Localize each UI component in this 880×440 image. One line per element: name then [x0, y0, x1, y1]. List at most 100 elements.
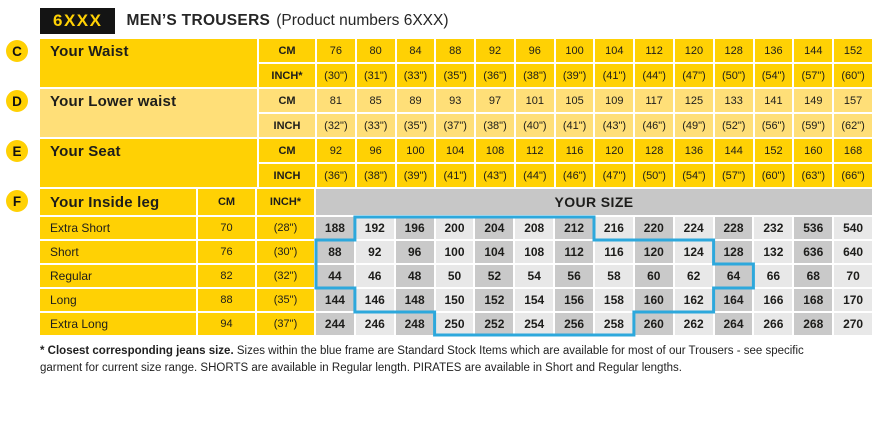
measure-value: 117 [635, 89, 674, 112]
measure-value: (39") [555, 64, 594, 87]
size-value: 44 [316, 265, 354, 287]
size-value: 92 [355, 241, 394, 263]
size-value: 196 [395, 217, 434, 239]
title-subtitle: (Product numbers 6XXX) [276, 12, 449, 29]
leg-inch-value: (35") [257, 289, 314, 311]
size-value: 164 [714, 289, 753, 311]
measure-value: 88 [436, 39, 475, 62]
leg-inch-value: (28") [257, 217, 314, 239]
measure-value: (46") [635, 114, 674, 137]
measure-value: (35") [436, 64, 475, 87]
size-value: 120 [634, 241, 673, 263]
size-value: 260 [634, 313, 673, 335]
measure-value: 116 [555, 139, 594, 162]
size-value: 66 [754, 265, 793, 287]
size-value: 264 [714, 313, 753, 335]
measure-value: 96 [515, 39, 554, 62]
size-value: 216 [595, 217, 633, 239]
size-value: 88 [316, 241, 354, 263]
measure-value: 141 [754, 89, 793, 112]
size-value: 262 [674, 313, 713, 335]
measure-value: 100 [555, 39, 594, 62]
row-badge-c: C [6, 40, 28, 62]
measure-value: (36") [476, 64, 514, 87]
size-value: 68 [794, 265, 833, 287]
size-value: 200 [435, 217, 474, 239]
size-value: 96 [395, 241, 434, 263]
measure-value: (44") [515, 164, 554, 187]
measure-value: 136 [675, 139, 713, 162]
size-value: 212 [555, 217, 594, 239]
section-rows-c: CM 76 80 84 88 92 96 100 104 112 120 128 136 144 152 IN… [259, 39, 872, 87]
size-value: 254 [515, 313, 554, 335]
measure-value: (36") [317, 164, 355, 187]
row-badge-f: F [6, 190, 28, 212]
unit-label: INCH [259, 164, 315, 187]
size-value: 162 [674, 289, 713, 311]
leg-cm-value: 76 [198, 241, 255, 263]
leg-length-label: Extra Short [40, 217, 196, 239]
measure-row: CM 92 96 100 104 108 112 116 120 128 136 144 152 160 1… [259, 139, 872, 162]
size-value: 46 [355, 265, 394, 287]
size-value: 204 [475, 217, 514, 239]
size-value: 258 [595, 313, 633, 335]
leg-length-label: Long [40, 289, 196, 311]
measure-value: 81 [317, 89, 355, 112]
measure-value: (30") [317, 64, 355, 87]
leg-inch-value: (30") [257, 241, 314, 263]
row-badge-d: D [6, 90, 28, 112]
size-value: 124 [674, 241, 713, 263]
measure-value: 136 [754, 39, 793, 62]
size-value: 270 [834, 313, 873, 335]
measure-value: (41") [595, 64, 634, 87]
measure-row: INCH (32") (33") (35") (37") (38") (40") (41")(… [259, 114, 872, 137]
size-value: 56 [555, 265, 594, 287]
inside-leg-row: Long 88 (35") 144 146 148 150 152 154 156 158 160 16… [40, 289, 873, 311]
measure-value: (43") [476, 164, 514, 187]
measure-value: (40") [515, 114, 554, 137]
leg-length-label: Regular [40, 265, 196, 287]
size-value: 152 [475, 289, 514, 311]
size-value: 536 [794, 217, 833, 239]
measure-value: (62") [834, 114, 872, 137]
page-title: MEN’S TROUSERS (Product numbers 6XXX) [126, 12, 448, 30]
measure-value: (56") [754, 114, 793, 137]
measurement-sections: C Your Waist CM 76 80 84 88 92 96 100 104 112 120 128… [6, 39, 872, 187]
size-value: 148 [395, 289, 434, 311]
section-rows-e: CM 92 96 100 104 108 112 116 120 128 136 144 152 160 1… [259, 139, 872, 187]
measure-value: 128 [635, 139, 674, 162]
measure-row: CM 81 85 89 93 97 101 105 109 117 125 133 141 149 157 [259, 89, 872, 112]
measure-value: (43") [595, 114, 634, 137]
measure-value: (50") [635, 164, 674, 187]
section-rows-d: CM 81 85 89 93 97 101 105 109 117 125 133 141 149 157 I… [259, 89, 872, 137]
size-value: 160 [634, 289, 673, 311]
measure-value: (50") [714, 64, 753, 87]
measure-value: (35") [396, 114, 435, 137]
unit-label: CM [259, 39, 315, 62]
size-value: 166 [754, 289, 793, 311]
unit-label: INCH [259, 114, 315, 137]
chart-header: 6XXX MEN’S TROUSERS (Product numbers 6XX… [40, 8, 449, 34]
size-value: 112 [555, 241, 594, 263]
measure-row: INCH* (30") (31") (33") (35") (36") (38") (39")… [259, 64, 872, 87]
measure-value: (33") [396, 64, 435, 87]
size-value: 58 [595, 265, 633, 287]
size-value: 146 [355, 289, 394, 311]
measure-value: (44") [635, 64, 674, 87]
measure-value: (57") [714, 164, 753, 187]
row-badge-e: E [6, 140, 28, 162]
leg-cm-value: 70 [198, 217, 255, 239]
measure-value: 80 [356, 39, 395, 62]
footnote-text: Sizes within the blue frame are Standard… [40, 345, 804, 375]
size-value: 50 [435, 265, 474, 287]
size-value: 54 [515, 265, 554, 287]
measure-value: 152 [834, 39, 872, 62]
measure-value: 133 [714, 89, 753, 112]
size-value: 208 [515, 217, 554, 239]
size-value: 268 [794, 313, 833, 335]
measure-value: (46") [555, 164, 594, 187]
size-value: 232 [754, 217, 793, 239]
measure-value: (38") [515, 64, 554, 87]
size-value: 100 [435, 241, 474, 263]
leg-length-label: Short [40, 241, 196, 263]
